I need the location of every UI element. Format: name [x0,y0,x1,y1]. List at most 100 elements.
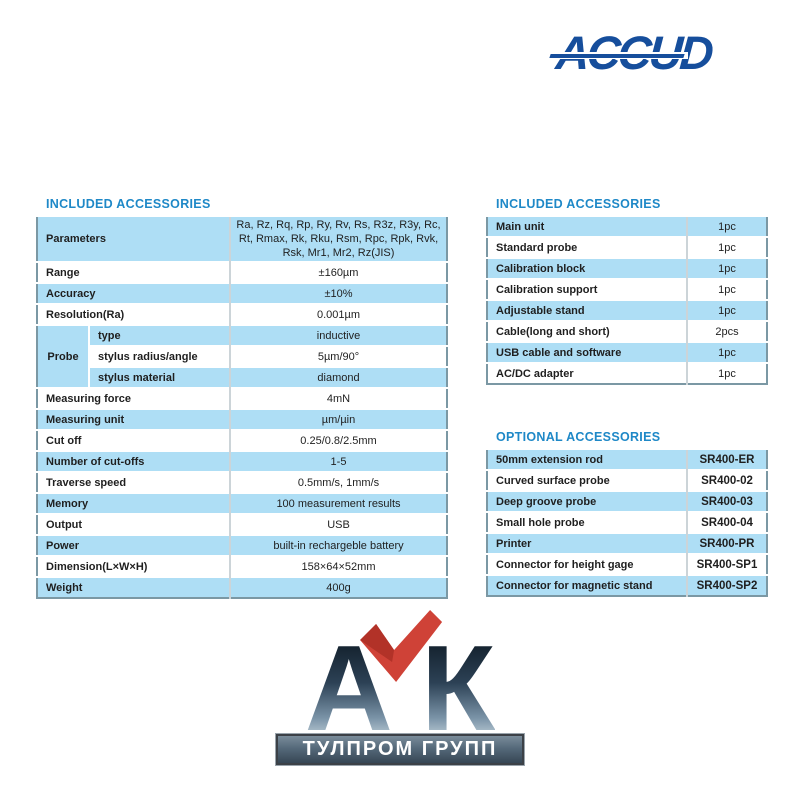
table-row: Dimension(L×W×H) 158×64×52mm [37,555,447,577]
accessory-code: SR400-SP2 [686,574,767,596]
spec-label: Output [37,513,230,535]
accessory-label: 50mm extension rod [487,448,687,470]
spec-label: Number of cut-offs [37,450,230,472]
spec-value: µm/µin [229,408,447,430]
spec-label: Resolution(Ra) [37,303,230,325]
table-row: 50mm extension rod SR400-ER [487,448,767,470]
included-table-title: INCLUDED ACCESSORIES [496,197,661,211]
accessory-label: Curved surface probe [487,469,687,491]
accessory-label: Calibration support [487,278,687,300]
accessory-label: AC/DC adapter [487,362,687,384]
spec-sublabel: stylus radius/angle [88,345,230,367]
spec-value: diamond [229,366,447,388]
spec-value: 1-5 [229,450,447,472]
spec-label: Range [37,261,230,283]
table-row: Adjustable stand 1pc [487,299,767,321]
accessory-code: SR400-ER [686,448,767,470]
accessory-label: Deep groove probe [487,490,687,512]
accessory-label: Connector for height gage [487,553,687,575]
table-row: Printer SR400-PR [487,532,767,554]
table-row: Power built-in rechargeble battery [37,534,447,556]
spec-label: Measuring force [37,387,230,409]
table-row: Connector for height gage SR400-SP1 [487,553,767,575]
spec-value: ±10% [229,282,447,304]
spec-sublabel: stylus material [88,366,230,388]
table-row: Standard probe 1pc [487,236,767,258]
accessory-qty: 1pc [686,299,767,321]
accessory-qty: 2pcs [686,320,767,342]
table-row: Accuracy ±10% [37,282,447,304]
accessory-label: Standard probe [487,236,687,258]
accessory-code: SR400-03 [686,490,767,512]
table-row: Measuring unit µm/µin [37,408,447,430]
table-row: Deep groove probe SR400-03 [487,490,767,512]
table-row: Output USB [37,513,447,535]
table-row: Measuring force 4mN [37,387,447,409]
spec-table: Parameters Ra, Rz, Rq, Rp, Ry, Rv, Rs, R… [36,215,448,599]
spec-value: 100 measurement results [229,492,447,514]
accessory-label: Printer [487,532,687,554]
table-row: Weight 400g [37,576,447,598]
table-row: Calibration support 1pc [487,278,767,300]
spec-value: Ra, Rz, Rq, Rp, Ry, Rv, Rs, R3z, R3y, Rc… [229,215,447,262]
table-row: AC/DC adapter 1pc [487,362,767,384]
accessory-label: Small hole probe [487,511,687,533]
optional-accessories-section: OPTIONAL ACCESSORIES 50mm extension rod … [486,430,768,597]
spec-group-label: Probe [37,324,89,388]
accessory-qty: 1pc [686,278,767,300]
accessory-qty: 1pc [686,257,767,279]
spec-label: Accuracy [37,282,230,304]
distributor-name: ТУЛПРОМ ГРУПП [275,733,525,766]
accessory-code: SR400-04 [686,511,767,533]
checkmark-icon [360,610,443,682]
table-row: Probe type inductive [37,324,447,388]
table-row: Resolution(Ra) 0.001µm [37,303,447,325]
spec-label: Parameters [37,215,230,262]
accessory-label: Calibration block [487,257,687,279]
spec-value: built-in rechargeble battery [229,534,447,556]
accessory-qty: 1pc [686,362,767,384]
spec-label: Power [37,534,230,556]
accessory-code: SR400-SP1 [686,553,767,575]
spec-label: Memory [37,492,230,514]
table-row: Connector for magnetic stand SR400-SP2 [487,574,767,596]
spec-value: 158×64×52mm [229,555,447,577]
spec-table-title: INCLUDED ACCESSORIES [46,197,211,211]
spec-value: 0.5mm/s, 1mm/s [229,471,447,493]
table-row: stylus radius/angle 5µm/90° [37,345,447,367]
specification-section: INCLUDED ACCESSORIES Parameters Ra, Rz, … [36,197,450,599]
accessory-label: USB cable and software [487,341,687,363]
spec-value: 400g [229,576,447,598]
accessory-label: Cable(long and short) [487,320,687,342]
optional-table-title: OPTIONAL ACCESSORIES [496,430,661,444]
table-row: Range ±160µm [37,261,447,283]
accessory-qty: 1pc [686,341,767,363]
spec-label: Traverse speed [37,471,230,493]
spec-value: 4mN [229,387,447,409]
accessory-label: Adjustable stand [487,299,687,321]
accud-logo-crossbar [549,54,685,58]
spec-value: USB [229,513,447,535]
spec-sublabel: type [88,324,230,346]
table-row: Curved surface probe SR400-02 [487,469,767,491]
spec-label: Dimension(L×W×H) [37,555,230,577]
distributor-logo: А К ТУЛПРОМ ГРУПП [250,610,550,766]
accessory-code: SR400-PR [686,532,767,554]
spec-value: 0.25/0.8/2.5mm [229,429,447,451]
table-row: Number of cut-offs 1-5 [37,450,447,472]
letter-k: К [420,620,496,756]
table-row: Parameters Ra, Rz, Rq, Rp, Ry, Rv, Rs, R… [37,215,447,262]
table-row: USB cable and software 1pc [487,341,767,363]
accud-logo: ACCUD [549,26,766,80]
table-row: Calibration block 1pc [487,257,767,279]
spec-value: inductive [229,324,447,346]
accessory-qty: 1pc [686,215,767,237]
included-accessories-section: INCLUDED ACCESSORIES Main unit 1pc Stand… [486,197,768,385]
table-row: Small hole probe SR400-04 [487,511,767,533]
table-row: Cable(long and short) 2pcs [487,320,767,342]
accessory-qty: 1pc [686,236,767,258]
spec-label: Measuring unit [37,408,230,430]
accessory-label: Connector for magnetic stand [487,574,687,596]
spec-label: Cut off [37,429,230,451]
